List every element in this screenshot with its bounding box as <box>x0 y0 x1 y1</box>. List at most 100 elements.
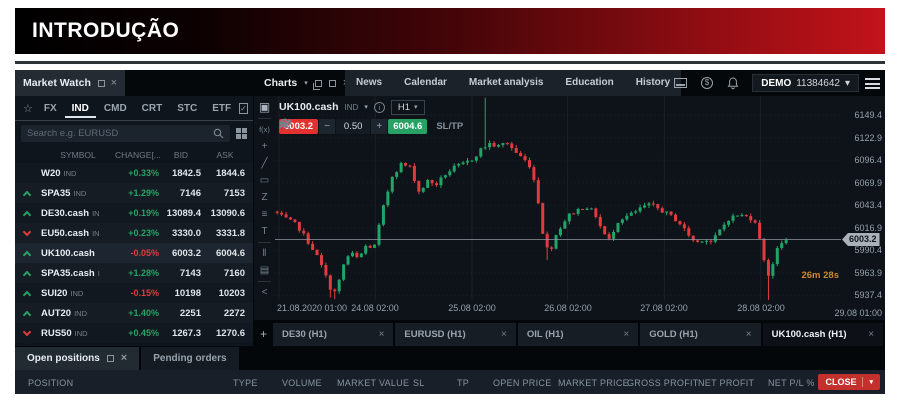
bid-price[interactable]: 3330.0 <box>171 227 201 239</box>
ask-price[interactable]: 10203 <box>218 287 245 299</box>
bell-icon[interactable] <box>727 76 739 90</box>
bid-price[interactable]: 13089.4 <box>166 207 201 219</box>
hamburger-menu-icon[interactable] <box>865 78 880 89</box>
chart-type-tool-icon[interactable]: ▣ <box>258 100 271 114</box>
fibonacci-tool-icon[interactable]: ≡ <box>261 209 268 220</box>
objects-tool-icon[interactable]: ▤ <box>259 265 270 276</box>
market-watch-tab-fx[interactable]: FX <box>43 103 57 114</box>
function-tool-icon[interactable]: f(x) <box>259 125 270 134</box>
market-watch-row-rus50[interactable]: RUS50 IND +0.45% 1267.3 1270.6 <box>15 323 253 343</box>
positions-column-tp[interactable]: TP <box>457 378 470 388</box>
positions-column-open-price[interactable]: OPEN PRICE <box>493 378 552 388</box>
chevron-down-icon[interactable]: ▾ <box>364 104 368 111</box>
search-input[interactable]: Search e.g. EURUSD <box>21 125 230 142</box>
positions-column-net-profit[interactable]: NET PROFIT <box>698 378 755 388</box>
nav-tab-calendar[interactable]: Calendar <box>404 77 447 88</box>
trendline-tool-icon[interactable]: ╱ <box>261 158 268 169</box>
chart-tab-eurusd-h1[interactable]: EURUSD (H1) × <box>395 322 516 346</box>
close-tab-icon[interactable]: × <box>623 328 630 340</box>
buy-price-button[interactable]: 6004.6 <box>388 118 428 134</box>
share-tool-icon[interactable]: < <box>261 287 268 298</box>
column-header-symbol[interactable]: SYMBOL <box>60 149 96 160</box>
market-watch-panel-tab[interactable]: Market Watch × <box>15 70 125 96</box>
account-selector[interactable]: DEMO 11384642 ▾ <box>752 74 859 92</box>
close-position-button[interactable]: CLOSE ▾ <box>818 374 880 390</box>
bid-price[interactable]: 1267.3 <box>171 327 201 339</box>
bid-price[interactable]: 10198 <box>174 287 201 299</box>
ask-price[interactable]: 13090.6 <box>210 207 245 219</box>
positions-column-gross-profit[interactable]: GROSS PROFIT <box>627 378 699 388</box>
positions-column-market-value[interactable]: MARKET VALUE <box>337 378 410 388</box>
bid-price[interactable]: 6003.2 <box>171 247 201 259</box>
chart-tab-gold-h1[interactable]: GOLD (H1) × <box>640 322 761 346</box>
move-crosshair-icon[interactable] <box>279 118 292 130</box>
market-watch-row-spa35[interactable]: SPA35 IND +1.29% 7146 7153 <box>15 183 253 203</box>
popout-icon[interactable] <box>312 79 322 90</box>
market-watch-row-uk100-cash[interactable]: UK100.cash -0.05% 6003.2 6004.6 <box>15 243 253 263</box>
ask-price[interactable]: 7153 <box>223 187 245 199</box>
positions-tab-open-positions[interactable]: Open positions × <box>15 347 140 370</box>
bid-price[interactable]: 2251 <box>179 307 201 319</box>
market-watch-tab-etf[interactable]: ETF <box>212 103 232 114</box>
ask-price[interactable]: 6004.6 <box>215 247 245 259</box>
crosshair-tool-icon[interactable]: + <box>261 141 268 152</box>
ask-price[interactable]: 2272 <box>223 307 245 319</box>
nav-tab-education[interactable]: Education <box>565 77 614 88</box>
close-tab-icon[interactable]: × <box>745 328 752 340</box>
candlestick-chart[interactable]: UK100.cash IND ▾ i H1 ▾ 6003.2 − 0.50 + … <box>275 96 841 300</box>
maximize-icon[interactable] <box>328 79 336 87</box>
market-watch-row-de30-cash[interactable]: DE30.cash IN +0.19% 13089.4 13090.6 <box>15 203 253 223</box>
positions-column-position[interactable]: POSITION <box>28 378 74 388</box>
positions-column-net-p-l[interactable]: NET P/L % <box>768 378 815 388</box>
chart-tab-oil-h1[interactable]: OIL (H1) × <box>517 322 639 346</box>
volume-tool-icon[interactable]: ‖ <box>262 248 267 259</box>
ask-price[interactable]: 1270.6 <box>215 327 245 339</box>
volume-value[interactable]: 0.50 <box>335 118 371 134</box>
maximize-icon[interactable] <box>97 79 105 87</box>
workspace-icon[interactable] <box>674 78 687 88</box>
bid-price[interactable]: 7143 <box>179 267 201 279</box>
market-watch-row-aut20[interactable]: AUT20 IND +1.40% 2251 2272 <box>15 303 253 323</box>
bid-price[interactable]: 1842.5 <box>171 167 201 179</box>
price-axis[interactable]: 6149.4 6122.9 6096.4 6069.9 6043.4 6016.9 5990… <box>841 96 885 318</box>
edit-watchlist-icon[interactable]: ✓ <box>239 102 248 114</box>
market-watch-row-eu50-cash[interactable]: EU50.cash IN +0.23% 3330.0 3331.8 <box>15 223 253 243</box>
maximize-icon[interactable] <box>106 355 114 362</box>
close-icon[interactable]: × <box>110 76 117 89</box>
ask-price[interactable]: 3331.8 <box>215 227 245 239</box>
market-watch-tab-ind[interactable]: IND <box>64 98 96 118</box>
positions-column-sl[interactable]: SL <box>413 378 425 388</box>
close-tab-icon[interactable]: × <box>868 328 875 340</box>
nav-tab-market-analysis[interactable]: Market analysis <box>468 77 544 88</box>
market-watch-tab-stc[interactable]: STC <box>177 103 198 114</box>
ask-price[interactable]: 7160 <box>223 267 245 279</box>
chart-tab-uk100-cash-h1[interactable]: UK100.cash (H1) × <box>762 322 884 346</box>
market-watch-tab-cmd[interactable]: CMD <box>103 103 127 114</box>
market-watch-tab-crt[interactable]: CRT <box>141 103 163 114</box>
bid-price[interactable]: 7146 <box>179 187 201 199</box>
market-watch-row-spa35-cash[interactable]: SPA35.cash I +1.28% 7143 7160 <box>15 263 253 283</box>
add-chart-tab-button[interactable]: + <box>259 327 267 341</box>
favorites-star-icon[interactable]: ☆ <box>23 102 33 115</box>
market-watch-row-sui20[interactable]: SUI20 IND -0.15% 10198 10203 <box>15 283 253 303</box>
market-watch-row-w20[interactable]: W20 IND +0.33% 1842.5 1844.6 <box>15 163 253 183</box>
rectangle-tool-icon[interactable]: ▭ <box>259 175 270 186</box>
positions-column-type[interactable]: TYPE <box>233 378 258 388</box>
cashback-icon[interactable]: $ <box>701 77 713 89</box>
close-tab-icon[interactable]: × <box>378 328 385 340</box>
text-tool-icon[interactable]: T <box>261 226 268 237</box>
nav-tab-news[interactable]: News <box>356 77 383 88</box>
column-header-bid[interactable]: BID <box>173 149 189 160</box>
zigzag-tool-icon[interactable]: Z <box>261 192 268 203</box>
positions-column-market-price[interactable]: MARKET PRICE <box>558 378 629 388</box>
sltp-button[interactable]: SL/TP <box>436 120 464 132</box>
nav-tab-history[interactable]: History <box>635 77 671 88</box>
volume-increase-button[interactable]: + <box>371 118 388 134</box>
column-header-ask[interactable]: ASK <box>216 149 234 160</box>
positions-tab-pending-orders[interactable]: Pending orders <box>141 347 239 370</box>
ask-price[interactable]: 1844.6 <box>215 167 245 179</box>
close-tab-icon[interactable]: × <box>500 328 507 340</box>
time-axis[interactable]: 21.08.2020 01:00 24.08 02:00 25.08 02:00 26… <box>275 300 841 316</box>
grid-view-icon[interactable] <box>235 127 247 140</box>
info-icon[interactable]: i <box>373 101 385 113</box>
